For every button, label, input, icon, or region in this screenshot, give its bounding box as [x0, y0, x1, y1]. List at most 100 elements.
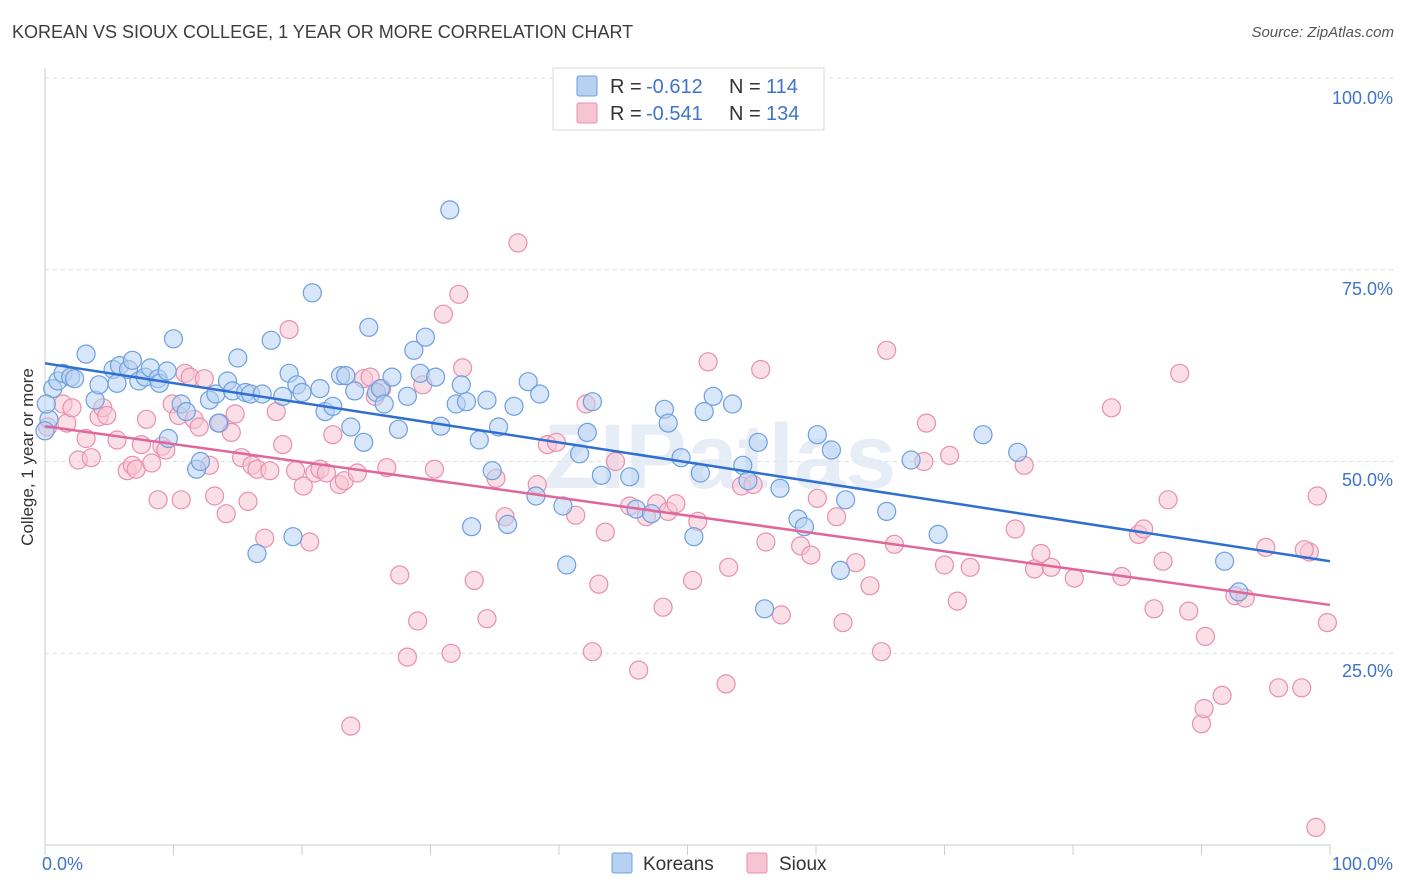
koreans-point [591, 465, 612, 485]
koreans-point [176, 402, 196, 422]
koreans-point [694, 402, 714, 422]
gridlines [45, 77, 1393, 654]
sioux-point [801, 545, 821, 565]
sioux-point [1101, 398, 1122, 418]
koreans-point [163, 329, 184, 349]
koreans-point [518, 372, 538, 392]
sioux-point [279, 320, 299, 340]
sioux-point [1306, 817, 1326, 838]
y-tick-label-50: 50.0% [1342, 470, 1393, 490]
sioux-point [1195, 626, 1216, 647]
koreans-point [345, 381, 365, 401]
sioux-point [1179, 601, 1199, 621]
koreans-point [382, 367, 402, 387]
koreans-point [341, 417, 361, 437]
sioux-point [341, 716, 361, 736]
koreans-point [477, 390, 497, 410]
sioux-point [934, 555, 955, 575]
sioux-point [947, 591, 967, 611]
sioux-trend-line [44, 424, 1331, 607]
koreans-point [76, 344, 96, 364]
sioux-point [589, 574, 609, 594]
y-tick-label-100: 100.0% [1332, 88, 1393, 108]
sioux-point [653, 597, 673, 617]
koreans-point [821, 440, 842, 460]
sioux-point [1134, 519, 1154, 539]
sioux-point [194, 369, 214, 389]
sioux-point [408, 611, 428, 631]
koreans-point [807, 425, 827, 445]
sioux-point [960, 557, 980, 577]
koreans-point [190, 451, 211, 472]
sioux-point [1212, 685, 1232, 706]
koreans-point [208, 413, 229, 433]
sioux-point [464, 570, 484, 591]
sioux-point [433, 304, 453, 324]
sioux-point [1153, 551, 1173, 571]
koreans-point [582, 392, 603, 412]
koreans-point [830, 560, 851, 581]
sioux-point [716, 674, 736, 694]
sioux-point [1317, 612, 1338, 633]
sioux-point [771, 605, 791, 625]
sioux-point [939, 445, 960, 465]
koreans-point [754, 599, 775, 619]
sioux-point [833, 612, 853, 633]
koreans-point [397, 386, 417, 406]
koreans-point [738, 471, 758, 491]
koreans-point [557, 555, 577, 575]
koreans-point [35, 421, 55, 441]
sioux-point [605, 451, 626, 472]
legend-swatch-koreans [576, 75, 598, 97]
sioux-point [441, 643, 461, 663]
legend-n-value-sioux: 134 [766, 103, 799, 125]
sioux-point [1144, 599, 1164, 619]
legend-r-value-sioux: -0.541 [646, 103, 703, 125]
sioux-point [682, 570, 703, 591]
sioux-point [81, 448, 101, 468]
sioux-point [293, 476, 313, 496]
y-tick-label-75: 75.0% [1342, 279, 1393, 299]
legend-r-label-sioux: R = [610, 103, 642, 125]
sioux-point [1064, 568, 1084, 588]
sioux-point [508, 233, 528, 253]
koreans-point [388, 419, 408, 439]
x-tick-label-max: 100.0% [1332, 854, 1393, 874]
sioux-point [347, 463, 367, 483]
sioux-point [76, 428, 96, 449]
koreans-point [283, 527, 303, 547]
koreans-point [671, 448, 691, 468]
series-legend-label-sioux: Sioux [779, 854, 827, 875]
sioux-point [316, 463, 336, 483]
koreans-trend-line [44, 362, 1331, 563]
series-legend-label-koreans: Koreans [643, 854, 714, 875]
koreans-point [684, 527, 704, 547]
sioux-point [449, 284, 469, 304]
sioux-point [225, 404, 245, 424]
koreans-point [482, 461, 502, 481]
sioux-point [718, 557, 739, 577]
koreans-point [261, 330, 281, 350]
sioux-point [1294, 540, 1314, 560]
series-legend-swatch-koreans [611, 852, 633, 874]
sioux-point [1158, 490, 1178, 510]
koreans-point [530, 384, 550, 404]
sioux-point [238, 491, 258, 511]
sioux-point [189, 417, 209, 437]
koreans-point [310, 379, 330, 399]
sioux-point [582, 642, 603, 662]
sioux-point [629, 660, 649, 680]
sioux-point [756, 532, 776, 552]
koreans-point [462, 517, 482, 537]
koreans-point [641, 504, 662, 524]
koreans-point [835, 490, 856, 510]
koreans-point [247, 543, 267, 564]
sioux-point [205, 486, 225, 506]
sioux-points [37, 233, 1338, 838]
koreans-point [302, 283, 322, 303]
koreans-point [877, 501, 897, 521]
sioux-point [107, 430, 127, 450]
koreans-point [469, 430, 489, 450]
sioux-point [846, 553, 866, 573]
chart-source: Source: ZipAtlas.com [1251, 24, 1394, 41]
